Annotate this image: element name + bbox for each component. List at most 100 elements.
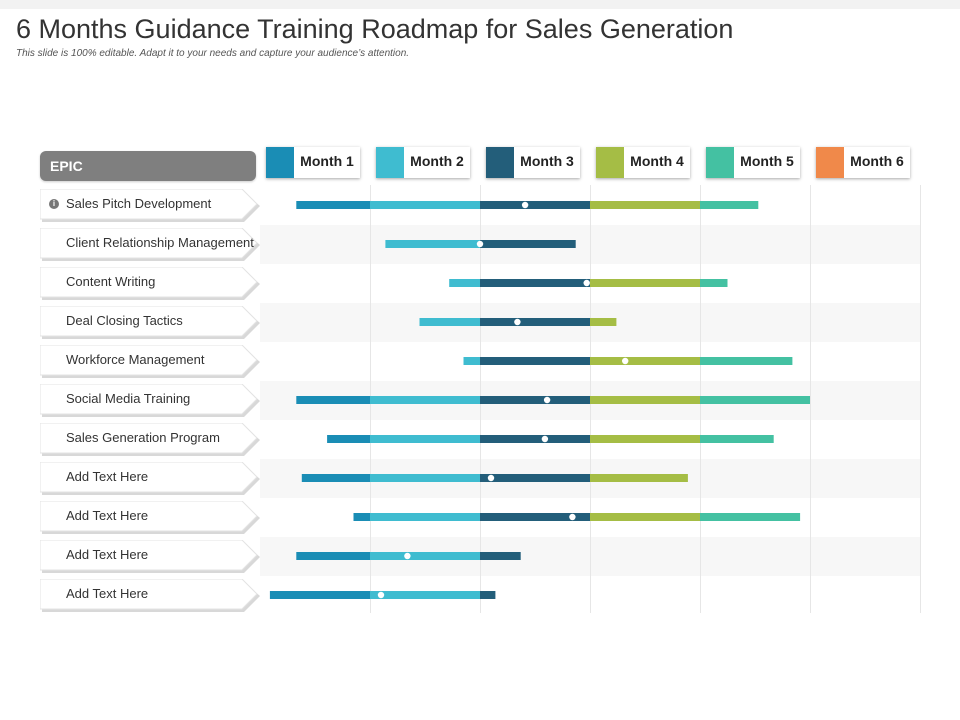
epic-item: Social Media Training [40,384,260,417]
bar-segment [700,396,810,404]
month-color-swatch [486,147,514,178]
month-header-5: Month 5 [706,147,800,178]
bar-segment [385,240,480,248]
bar-segment [590,201,700,209]
bar-segment [590,396,700,404]
bar-segment [700,279,728,287]
epic-arrow-shape [40,189,260,222]
epic-arrow-shape [40,540,260,573]
bar-segment [480,201,590,209]
month-color-swatch [816,147,844,178]
milestone-marker [622,357,629,365]
bar-segment [419,318,480,326]
month-header-2: Month 2 [376,147,470,178]
epic-item: Content Writing [40,267,260,300]
epic-label: Sales Pitch Development [66,196,212,211]
bar-segment [700,435,774,443]
milestone-marker [487,474,495,482]
month-label: Month 3 [520,153,574,169]
bar-segment [370,396,480,404]
month-label: Month 2 [410,153,464,169]
epic-item: i Sales Pitch Development [40,189,260,222]
milestone-marker [569,513,576,521]
bar-segment [480,474,590,482]
epic-label: Content Writing [66,274,156,289]
epic-header: EPIC [40,151,256,181]
bar-segment [269,591,370,599]
epic-arrow-shape [40,345,260,378]
epic-arrow-shape [40,501,260,534]
epic-arrow-shape [40,306,260,339]
month-label: Month 6 [850,153,904,169]
epic-arrow-shape [40,267,260,300]
epic-item: Client Relationship Management [40,228,260,261]
epic-arrow-shape [40,462,260,495]
bar-segment [370,552,480,560]
epic-item: Add Text Here [40,540,260,573]
top-bar [0,0,960,9]
epic-label: Sales Generation Program [66,430,220,445]
month-color-swatch [706,147,734,178]
milestone-marker [543,396,551,404]
milestone-marker [377,591,385,599]
epic-arrow-shape [40,423,260,456]
bar-segment [370,201,480,209]
month-color-swatch [376,147,404,178]
epic-arrow-shape [40,384,260,417]
bar-segment [480,240,576,248]
epic-arrow-shape [40,579,260,612]
bar-segment [480,552,521,560]
bar-segment [590,513,700,521]
bar-segment [590,279,700,287]
bar-segment [480,318,590,326]
month-color-swatch [596,147,624,178]
bar-segment [590,357,700,365]
bar-segment [296,396,370,404]
milestone-marker [583,279,590,287]
epic-item: Add Text Here [40,462,260,495]
epic-item: Sales Generation Program [40,423,260,456]
bar-segment [590,474,688,482]
month-label: Month 4 [630,153,684,169]
bar-segment [590,435,700,443]
month-color-swatch [266,147,294,178]
bar-segment [700,357,793,365]
month-header-6: Month 6 [816,147,910,178]
epic-label: Add Text Here [66,547,149,562]
bar-segment [480,591,496,599]
bar-segment [449,279,480,287]
epic-label: Workforce Management [66,352,205,367]
epic-arrow-shape [40,228,260,261]
epic-item: Add Text Here [40,579,260,612]
milestone-marker [521,201,529,209]
milestone-marker [514,318,521,326]
bar-segment [480,357,590,365]
bar-segment [463,357,480,365]
bar-segment [700,513,801,521]
bar-segment [370,513,480,521]
bar-segment [700,201,759,209]
month-label: Month 5 [740,153,794,169]
epic-item: Deal Closing Tactics [40,306,260,339]
month-header-4: Month 4 [596,147,690,178]
bar-segment [353,513,370,521]
milestone-marker [476,240,484,248]
bar-segment [296,201,370,209]
month-header-1: Month 1 [266,147,360,178]
page-subtitle: This slide is 100% editable. Adapt it to… [16,48,410,59]
epic-item: Workforce Management [40,345,260,378]
bar-segment [480,396,590,404]
epic-item: Add Text Here [40,501,260,534]
month-header-3: Month 3 [486,147,580,178]
epic-label: Deal Closing Tactics [66,313,183,328]
bar-segment [370,591,480,599]
bar-segment [370,435,480,443]
epic-label: Add Text Here [66,586,149,601]
bar-segment [590,318,617,326]
bar-segment [296,552,370,560]
bar-segment [327,435,370,443]
bar-segment [301,474,370,482]
bar-segment [370,474,480,482]
bar-segment [480,435,590,443]
